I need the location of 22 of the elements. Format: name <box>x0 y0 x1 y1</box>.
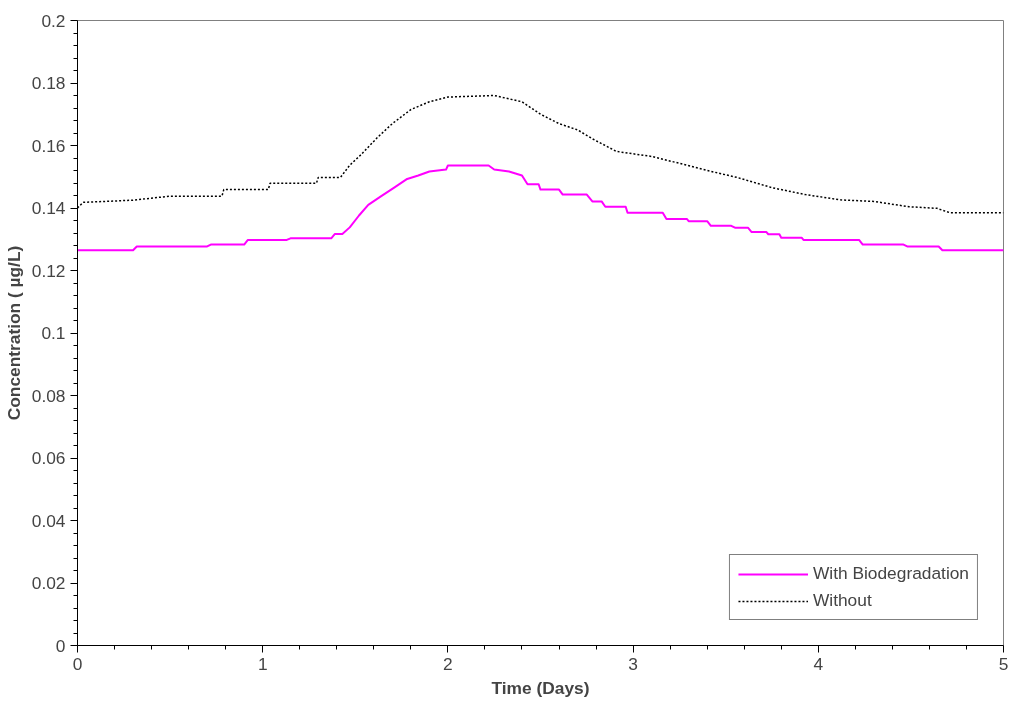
x-tick-label: 4 <box>813 653 824 674</box>
legend-label: Without <box>812 590 872 611</box>
y-axis-title: Concentration ( µg/L) <box>3 245 24 421</box>
y-tick-label: 0.14 <box>31 198 66 218</box>
y-tick-label: 0.1 <box>41 323 66 343</box>
x-axis-title: Time (Days) <box>491 677 590 698</box>
y-tick-label: 0.08 <box>31 385 66 406</box>
y-tick-label: 0.16 <box>31 135 66 156</box>
y-tick-label: 0.02 <box>31 573 66 593</box>
y-tick-label: 0.2 <box>41 10 66 31</box>
x-tick-label: 1 <box>257 653 268 674</box>
y-tick-label: 0.18 <box>31 73 66 93</box>
legend-label: With Biodegradation <box>812 563 969 584</box>
y-tick-label: 0.06 <box>31 448 66 468</box>
x-tick-label: 5 <box>998 653 1009 674</box>
y-tick-label: 0.12 <box>31 260 66 281</box>
x-tick-label: 2 <box>443 653 453 674</box>
x-tick-label: 0 <box>72 653 83 674</box>
line-series <box>77 164 1004 252</box>
y-tick-label: 0.04 <box>31 510 66 531</box>
y-tick-label: 0 <box>55 635 66 656</box>
x-tick-label: 3 <box>628 653 638 674</box>
